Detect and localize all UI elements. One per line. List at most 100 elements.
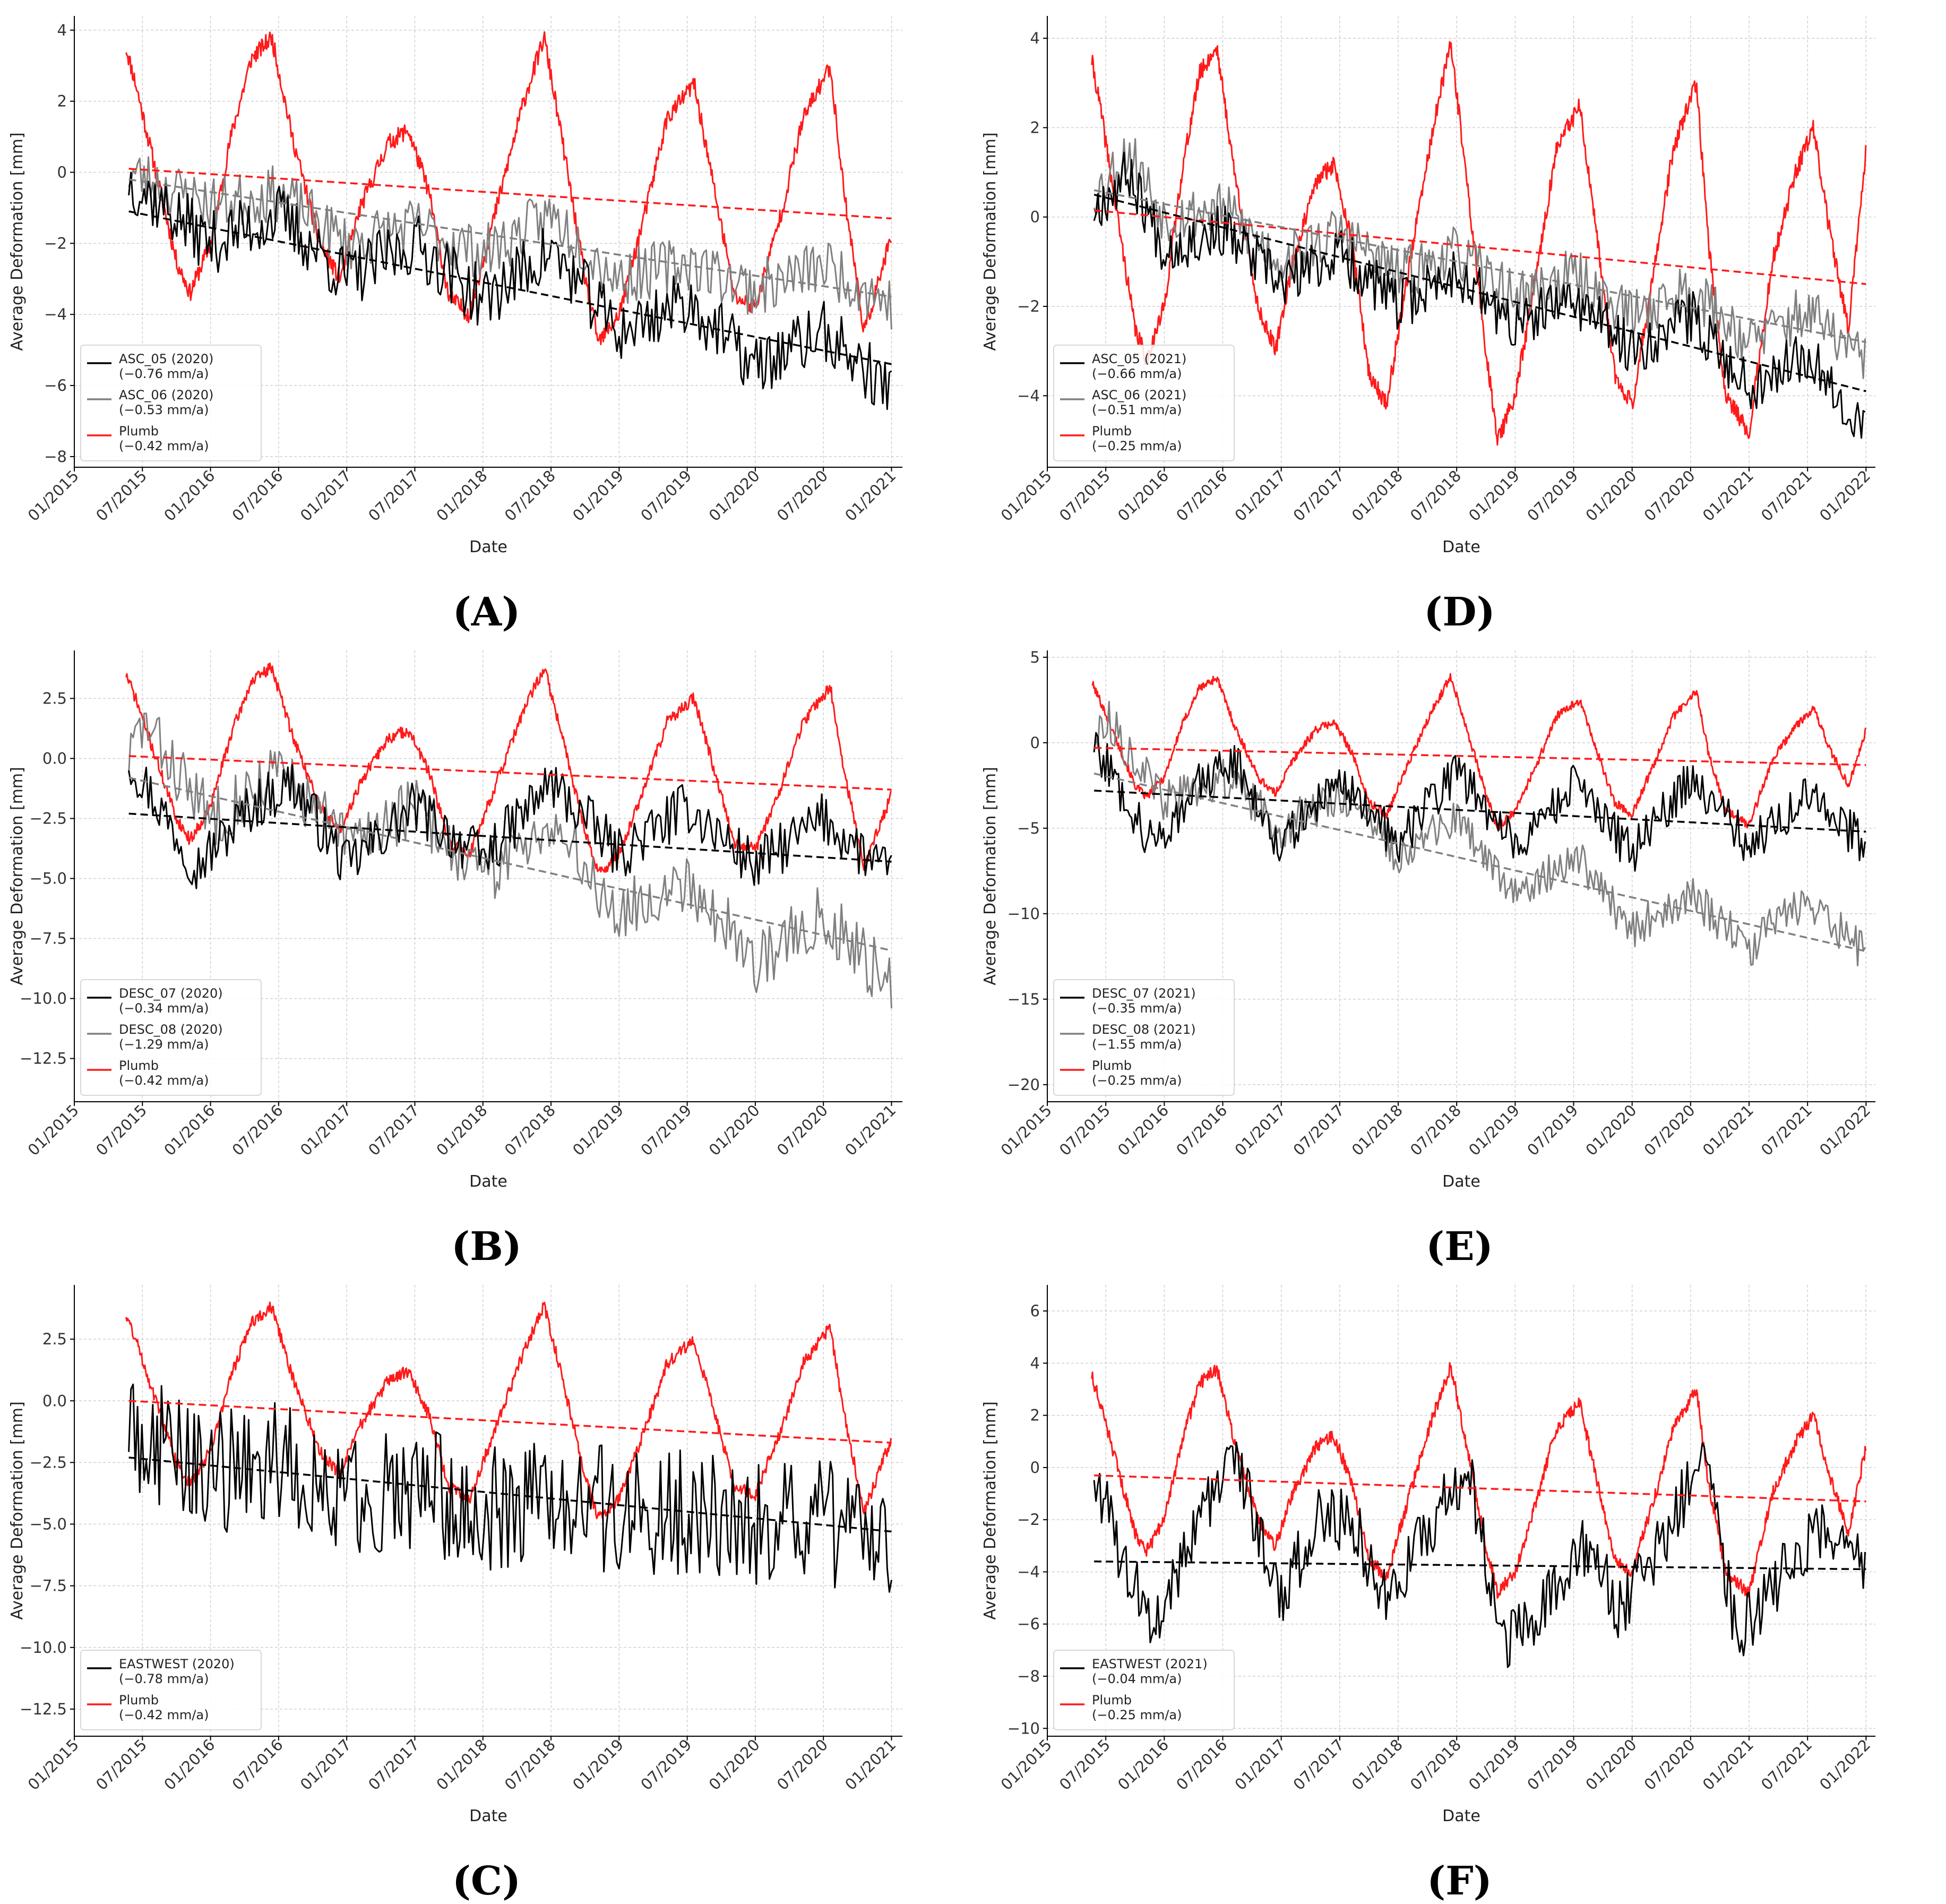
series-asc-05-2021 (1093, 151, 1866, 439)
legend-label: Plumb (119, 1058, 159, 1073)
y-tick-label: −2.5 (30, 809, 67, 827)
x-tick-label: 01/2018 (1348, 467, 1406, 525)
x-tick-label: 01/2018 (1348, 1736, 1406, 1794)
x-tick-label: 01/2021 (1699, 1101, 1757, 1159)
x-axis-title: Date (1442, 1807, 1480, 1825)
legend-rate: (−0.42 mm/a) (119, 1708, 209, 1722)
y-axis-title: Average Deformation [mm] (8, 1401, 27, 1619)
x-tick-label: 01/2016 (1114, 467, 1172, 525)
x-tick-label: 07/2015 (92, 1101, 150, 1159)
series-plumb (1091, 41, 1867, 446)
x-tick-label: 01/2017 (297, 1736, 355, 1794)
x-tick-label: 01/2017 (1231, 1101, 1289, 1159)
x-axis-title: Date (469, 1807, 507, 1825)
x-tick-label: 07/2019 (637, 1101, 695, 1159)
x-tick-label: 07/2016 (1173, 1736, 1230, 1794)
x-tick-label: 01/2021 (841, 1736, 899, 1794)
y-tick-label: −2.5 (30, 1453, 67, 1471)
legend-box (1053, 979, 1235, 1096)
legend-rate: (−1.55 mm/a) (1092, 1037, 1182, 1052)
y-axis-title: Average Deformation [mm] (8, 132, 27, 350)
x-tick-label: 01/2020 (705, 467, 763, 525)
legend-label: ASC_06 (2020) (119, 388, 213, 402)
x-tick-label: 01/2016 (1114, 1101, 1172, 1159)
x-tick-label: 07/2020 (773, 1736, 831, 1794)
x-axis-title: Date (1442, 1172, 1480, 1191)
series-asc-05-trend (128, 210, 892, 365)
y-tick-label: 0.0 (42, 749, 67, 767)
x-tick-label: 01/2019 (569, 1736, 627, 1794)
plot-area (125, 31, 892, 410)
x-tick-label: 01/2020 (1582, 467, 1640, 525)
series-plumb (125, 662, 892, 873)
panel-b: 2.5 0.0 −2.5 −5.0 −7.5 −10.0 −12.5 01/2015 07/20… (0, 634, 973, 1270)
y-tick-label: 2.5 (42, 689, 67, 707)
x-tick-label: 01/2015 (997, 467, 1055, 525)
series-eastwest-trend (1094, 1560, 1866, 1571)
y-tick-label: −12.5 (20, 1700, 67, 1718)
panel-label-f: (F) (1427, 1858, 1492, 1904)
series-asc-06-2021 (1093, 138, 1866, 379)
x-tick-label: 01/2019 (569, 1101, 627, 1159)
y-tick-label: −2 (1017, 1511, 1040, 1529)
y-tick-label: 0.0 (42, 1392, 67, 1410)
x-tick-label: 01/2017 (297, 1101, 355, 1159)
chart-a-svg: 420−2−4−6−801/2015 07/2015 01/2016 07/2016 0… (8, 16, 902, 556)
plot-area (125, 662, 892, 1009)
x-tick-label: 07/2017 (365, 467, 423, 525)
series-desc-07-2020 (128, 764, 892, 889)
x-tick-label: 01/2019 (1465, 1101, 1523, 1159)
y-tick-label: −10 (1008, 905, 1040, 923)
y-tick-label: −4 (1017, 387, 1040, 405)
x-tick-label: 01/2019 (1465, 467, 1523, 525)
series-plumb (125, 1301, 892, 1520)
series-plumb-trend (128, 755, 892, 791)
x-tick-label: 01/2021 (1699, 467, 1757, 525)
y-tick-label: −2 (1017, 297, 1040, 315)
x-tick-label: 01/2020 (705, 1101, 763, 1159)
legend-box (1053, 345, 1235, 461)
legend-rate: (−0.25 mm/a) (1092, 439, 1182, 453)
x-tick-label: 07/2016 (229, 467, 287, 525)
y-tick-label: −6 (44, 376, 67, 394)
y-tick-label: −6 (1017, 1615, 1040, 1633)
x-tick-label: 07/2019 (1523, 1101, 1581, 1159)
legend-rate: (−0.53 mm/a) (119, 402, 209, 417)
y-tick-label: −5 (1017, 819, 1040, 837)
y-axis-title: Average Deformation [mm] (981, 767, 1000, 985)
series-plumb-trend (1093, 209, 1866, 285)
x-tick-label: 07/2017 (365, 1736, 423, 1794)
series-plumb-trend (128, 168, 892, 220)
x-tick-label: 07/2020 (1641, 1101, 1699, 1159)
x-tick-label: 07/2019 (1523, 467, 1581, 525)
x-tick-label: 01/2021 (841, 467, 899, 525)
panel-label-e: (E) (1426, 1224, 1493, 1270)
legend-rate: (−0.42 mm/a) (119, 1073, 209, 1088)
x-tick-label: 07/2018 (1407, 467, 1465, 525)
x-axis-title: Date (1442, 538, 1480, 556)
x-tick-label: 07/2021 (1758, 1736, 1815, 1794)
legend-label: Plumb (1092, 1693, 1132, 1708)
chart-b-svg: 2.50.0−2.5−5.0−7.5−10.0−12.501/2015 07/20… (8, 650, 902, 1191)
x-tick-label: 07/2015 (92, 467, 150, 525)
legend-rate: (−0.04 mm/a) (1092, 1671, 1182, 1686)
y-tick-label: −2 (44, 234, 67, 252)
x-axis-title: Date (469, 1172, 507, 1191)
x-tick-label: 07/2018 (1407, 1736, 1465, 1794)
x-tick-label: 07/2020 (1641, 467, 1699, 525)
chart-d-svg: 420−2−401/2015 07/2015 01/2016 07/2016 01/20… (981, 16, 1875, 556)
x-tick-label: 01/2018 (1348, 1101, 1406, 1159)
x-tick-label: 01/2016 (160, 1101, 218, 1159)
x-tick-label: 07/2017 (1290, 1101, 1348, 1159)
legend-rate: (−0.78 mm/a) (119, 1671, 209, 1686)
x-tick-label: 07/2018 (1407, 1101, 1465, 1159)
y-tick-label: 2 (1030, 1406, 1040, 1425)
legend-box (1053, 1650, 1235, 1730)
x-tick-label: 01/2016 (1114, 1736, 1172, 1794)
plot-area (1091, 41, 1867, 446)
x-tick-label: 07/2015 (92, 1736, 150, 1794)
x-tick-label: 01/2019 (1465, 1736, 1523, 1794)
y-tick-label: 0 (1030, 734, 1040, 752)
series-eastwest-2020 (128, 1383, 892, 1593)
